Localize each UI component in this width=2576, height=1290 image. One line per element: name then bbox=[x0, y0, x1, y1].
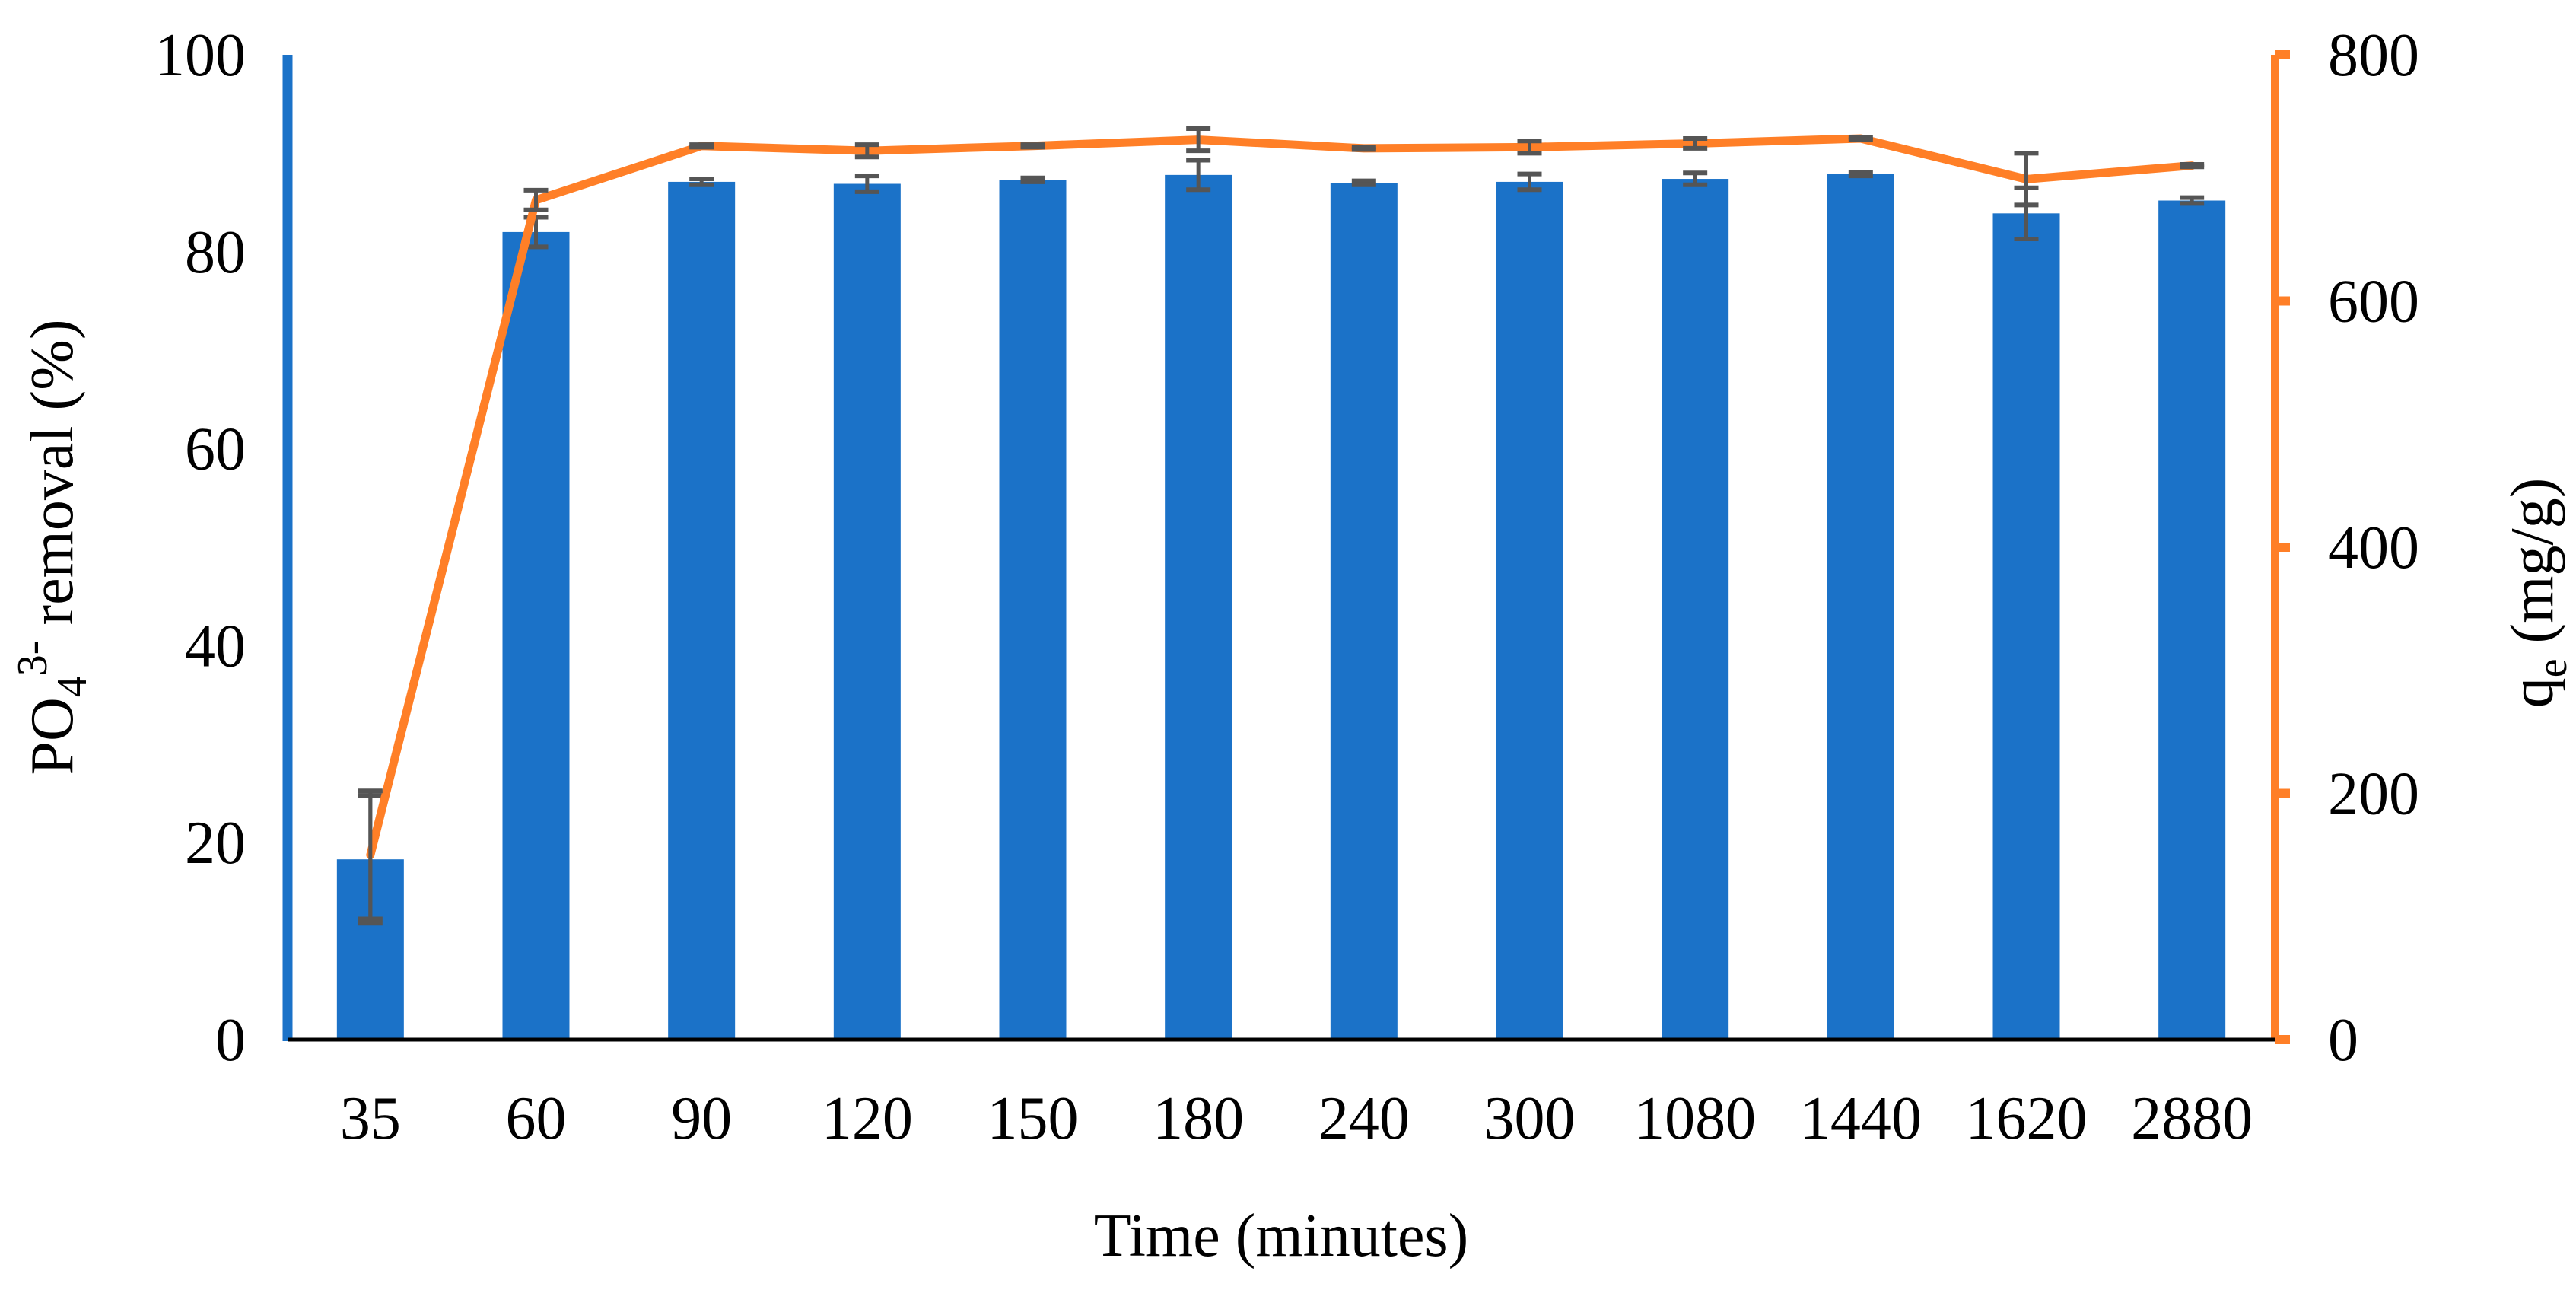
bar-180 bbox=[1165, 174, 1232, 1040]
x-tick-1440: 1440 bbox=[1800, 1085, 1922, 1152]
bar-error-90 bbox=[689, 177, 714, 187]
x-tick-180: 180 bbox=[1153, 1085, 1244, 1152]
axes bbox=[282, 50, 2290, 1044]
x-tick-300: 300 bbox=[1484, 1085, 1576, 1152]
line-error-35 bbox=[358, 788, 383, 922]
line-error-150 bbox=[1020, 142, 1045, 150]
bar-240 bbox=[1330, 183, 1398, 1040]
x-tick-1620: 1620 bbox=[1966, 1085, 2088, 1152]
bar-error-180 bbox=[1186, 158, 1211, 193]
y-axis-title: PO43- removal (%) bbox=[9, 320, 96, 776]
axis-titles: Time (minutes) PO43- removal (%) qe (mg/g) bbox=[9, 320, 2576, 1269]
qe-line bbox=[366, 134, 2196, 859]
line-error-1440 bbox=[1848, 135, 1873, 142]
x-tick-1080: 1080 bbox=[1634, 1085, 1756, 1152]
bar-error-240 bbox=[1351, 178, 1376, 187]
line-series bbox=[366, 134, 2196, 859]
line-error-2880 bbox=[2180, 161, 2205, 170]
y2-tick-600: 600 bbox=[2328, 269, 2419, 336]
line-error-240 bbox=[1351, 145, 1376, 152]
line-error-1080 bbox=[1683, 135, 1708, 151]
bar-error-1080 bbox=[1683, 170, 1708, 187]
y2-tick-400: 400 bbox=[2328, 514, 2419, 581]
y2-tick-0: 0 bbox=[2328, 1007, 2358, 1074]
y-tick-40: 40 bbox=[185, 613, 246, 680]
y-tick-60: 60 bbox=[185, 416, 246, 483]
x-tick-90: 90 bbox=[671, 1085, 732, 1152]
tick-labels: 0 20 40 60 80 100 0 200 400 600 800 35 60 90 120 150 180… bbox=[154, 22, 2419, 1152]
bar-1620 bbox=[1992, 213, 2060, 1040]
x-tick-240: 240 bbox=[1318, 1085, 1410, 1152]
bar-1440 bbox=[1827, 174, 1894, 1040]
line-error-180 bbox=[1186, 126, 1211, 154]
x-tick-2880: 2880 bbox=[2131, 1085, 2253, 1152]
bar-300 bbox=[1496, 181, 1563, 1040]
bar-error-1440 bbox=[1848, 169, 1873, 179]
bar-error-150 bbox=[1020, 175, 1045, 184]
bar-60 bbox=[502, 231, 570, 1040]
line-error-bars bbox=[358, 126, 2205, 922]
x-tick-35: 35 bbox=[340, 1085, 401, 1152]
bar-error-300 bbox=[1517, 171, 1542, 193]
y-tick-100: 100 bbox=[154, 22, 246, 89]
bar-error-2880 bbox=[2180, 195, 2205, 206]
y2-tick-200: 200 bbox=[2328, 761, 2419, 828]
bar-2880 bbox=[2158, 200, 2226, 1040]
line-error-1620 bbox=[2014, 151, 2039, 208]
bar-1080 bbox=[1662, 179, 1729, 1040]
line-error-60 bbox=[523, 187, 549, 212]
x-tick-120: 120 bbox=[822, 1085, 913, 1152]
y-tick-20: 20 bbox=[185, 810, 246, 877]
line-error-90 bbox=[689, 142, 714, 150]
bar-120 bbox=[833, 183, 901, 1040]
bar-90 bbox=[668, 181, 736, 1040]
line-error-300 bbox=[1517, 139, 1542, 156]
y2-tick-800: 800 bbox=[2328, 22, 2419, 89]
bar-150 bbox=[999, 180, 1067, 1040]
x-axis-title: Time (minutes) bbox=[1094, 1202, 1469, 1269]
x-tick-150: 150 bbox=[987, 1085, 1079, 1152]
x-tick-60: 60 bbox=[506, 1085, 567, 1152]
line-error-120 bbox=[854, 142, 879, 160]
y2-axis-title: qe (mg/g) bbox=[2499, 478, 2576, 709]
bar-series bbox=[336, 174, 2226, 1040]
bar-error-bars bbox=[358, 158, 2205, 926]
y-tick-80: 80 bbox=[185, 219, 246, 286]
y-tick-0: 0 bbox=[215, 1007, 246, 1074]
bar-error-120 bbox=[854, 174, 879, 194]
